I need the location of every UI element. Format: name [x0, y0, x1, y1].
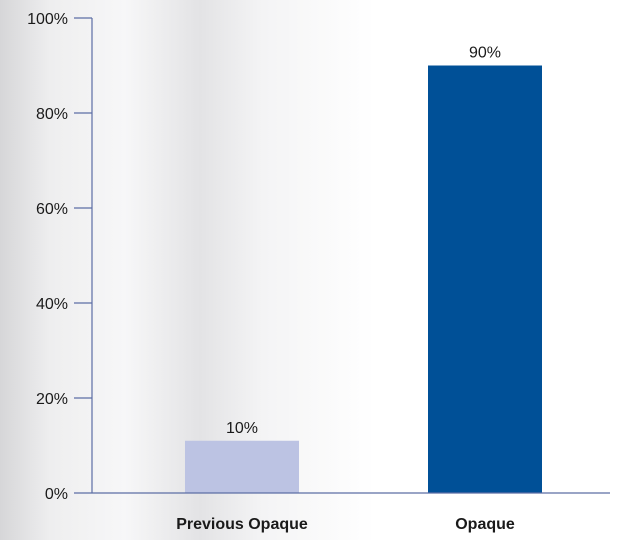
- y-axis-ticks: 0% 20% 40% 60% 80% 100%: [27, 11, 92, 503]
- bars: [185, 65, 542, 493]
- y-tick-label: 40%: [36, 296, 68, 313]
- y-tick-label: 80%: [36, 106, 68, 123]
- x-category-label: Opaque: [455, 516, 515, 533]
- bar-data-label: 10%: [226, 420, 258, 437]
- x-category-label: Previous Opaque: [176, 516, 308, 533]
- y-tick-label: 100%: [27, 11, 68, 28]
- data-labels: 10% 90%: [226, 45, 501, 437]
- bar-1: [185, 440, 299, 493]
- category-labels: Previous Opaque Opaque: [176, 516, 515, 533]
- bar-data-label: 90%: [469, 45, 501, 62]
- bar-2: [428, 65, 542, 493]
- y-tick-label: 60%: [36, 201, 68, 218]
- y-tick-label: 0%: [45, 486, 68, 503]
- y-tick-label: 20%: [36, 391, 68, 408]
